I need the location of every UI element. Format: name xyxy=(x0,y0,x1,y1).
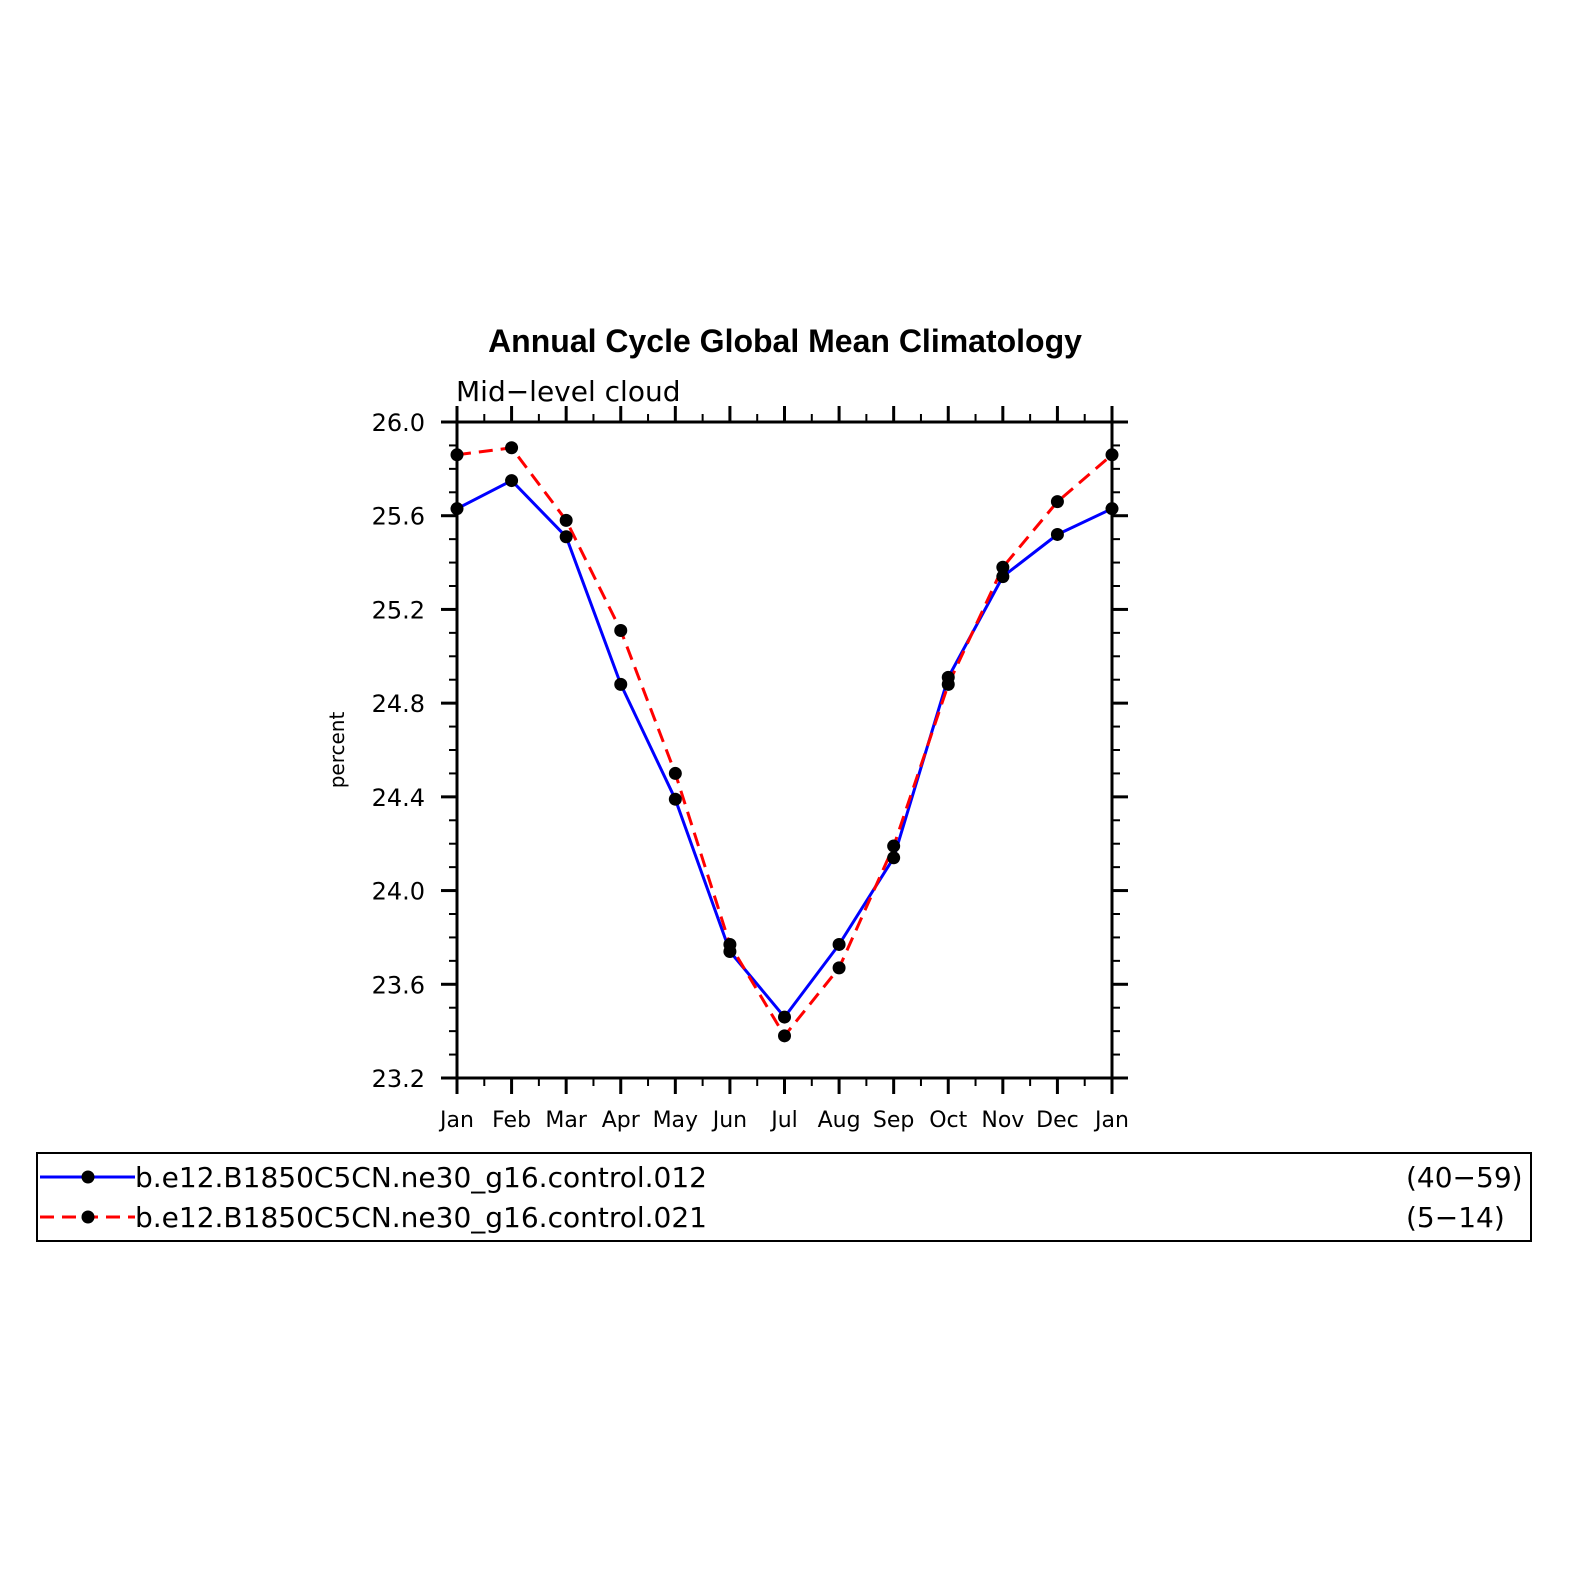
x-tick-label: Mar xyxy=(545,1108,587,1133)
x-tick-label: Oct xyxy=(929,1108,967,1133)
data-point xyxy=(941,677,955,691)
data-point xyxy=(505,474,519,488)
data-point xyxy=(559,513,573,527)
data-point xyxy=(887,839,901,853)
chart-title: Annual Cycle Global Mean Climatology xyxy=(488,323,1082,359)
x-tick-label: Feb xyxy=(492,1108,531,1133)
data-point xyxy=(778,1010,791,1024)
data-point xyxy=(1050,527,1064,541)
data-point xyxy=(450,448,464,462)
y-tick-label: 25.6 xyxy=(372,503,425,531)
series-line-2 xyxy=(456,446,1113,1038)
data-point xyxy=(1050,495,1064,509)
data-point xyxy=(996,570,1010,584)
data-point xyxy=(832,937,846,951)
legend-marker xyxy=(81,1210,95,1224)
x-tick-label: Jul xyxy=(769,1108,798,1133)
data-point xyxy=(668,792,682,806)
data-point xyxy=(778,1029,791,1043)
x-tick-label: Sep xyxy=(873,1108,914,1133)
legend: b.e12.B1850C5CN.ne30_g16.control.012 (40−… xyxy=(36,1152,1532,1242)
y-tick-label: 24.0 xyxy=(372,878,425,906)
legend-series-name: b.e12.B1850C5CN.ne30_g16.control.012 xyxy=(135,1161,707,1194)
legend-box xyxy=(36,1152,1532,1242)
y-tick-label: 25.2 xyxy=(372,596,425,624)
legend-marker xyxy=(81,1170,95,1184)
y-tick-label: 26.0 xyxy=(372,409,425,437)
x-tick-label: Jan xyxy=(438,1108,474,1133)
x-tick-label: Apr xyxy=(602,1108,641,1133)
y-tick-label: 24.8 xyxy=(372,690,425,718)
y-tick-label: 23.6 xyxy=(372,971,425,999)
data-point xyxy=(1105,502,1119,516)
x-tick-label: Dec xyxy=(1036,1108,1079,1133)
axes: Jan Feb Mar Apr May Jun Jul Aug Sep Oct Nov Dec Jan 2… xyxy=(372,406,1129,1133)
data-point xyxy=(559,530,573,544)
chart-subtitle: Mid−level cloud xyxy=(456,375,680,408)
data-point xyxy=(505,441,519,455)
legend-series-name: b.e12.B1850C5CN.ne30_g16.control.021 xyxy=(135,1201,707,1234)
y-tick-label: 24.4 xyxy=(372,784,425,812)
data-point xyxy=(996,560,1010,574)
data-point xyxy=(723,937,737,951)
x-tick-label: May xyxy=(653,1108,698,1133)
x-tick-label: Jun xyxy=(711,1108,747,1133)
legend-series-years: (40−59) xyxy=(1406,1161,1523,1194)
plot-frame xyxy=(455,420,1114,1080)
data-point xyxy=(1105,448,1119,462)
data-point xyxy=(450,502,464,516)
data-point xyxy=(832,961,846,975)
legend-series-years: (5−14) xyxy=(1406,1201,1505,1234)
x-tick-label: Aug xyxy=(818,1108,861,1133)
y-axis-label: percent xyxy=(325,712,349,789)
data-point xyxy=(614,624,628,638)
data-point xyxy=(668,766,682,780)
series-line-1 xyxy=(456,479,1113,1019)
x-tick-label: Jan xyxy=(1093,1108,1129,1133)
data-point xyxy=(614,677,628,691)
series-layer xyxy=(450,441,1119,1043)
data-point xyxy=(887,851,901,865)
x-tick-label: Nov xyxy=(981,1108,1024,1133)
y-tick-label: 23.2 xyxy=(372,1065,425,1093)
